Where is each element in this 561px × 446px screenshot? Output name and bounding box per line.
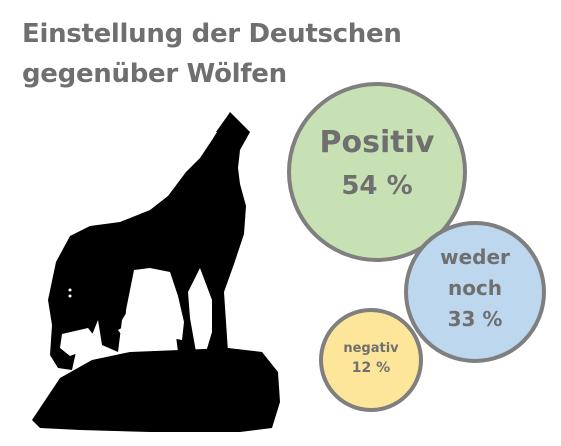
- bubble-value-label: 12 %: [352, 360, 390, 376]
- bubble-label: weder: [440, 245, 510, 269]
- chart-title: Einstellung der Deutschen gegenüber Wölf…: [22, 14, 402, 94]
- bubble-value-label: 33 %: [448, 307, 503, 331]
- bubble-value-label: 54 %: [341, 171, 412, 201]
- bubble-label: noch: [448, 276, 502, 300]
- bubble-positiv: Positiv 54 %: [287, 82, 467, 262]
- title-line-1: Einstellung der Deutschen: [22, 19, 402, 49]
- title-line-2: gegenüber Wölfen: [22, 59, 287, 89]
- bubble-label: negativ: [343, 341, 399, 356]
- bubble-label: Positiv: [320, 125, 435, 160]
- bubble-circle: [287, 82, 467, 262]
- bubble-negativ: negativ 12 %: [319, 308, 423, 412]
- bubble-circle: [404, 221, 546, 363]
- bubble-weder-noch: weder noch 33 %: [404, 221, 546, 363]
- bubble-circle: [319, 308, 423, 412]
